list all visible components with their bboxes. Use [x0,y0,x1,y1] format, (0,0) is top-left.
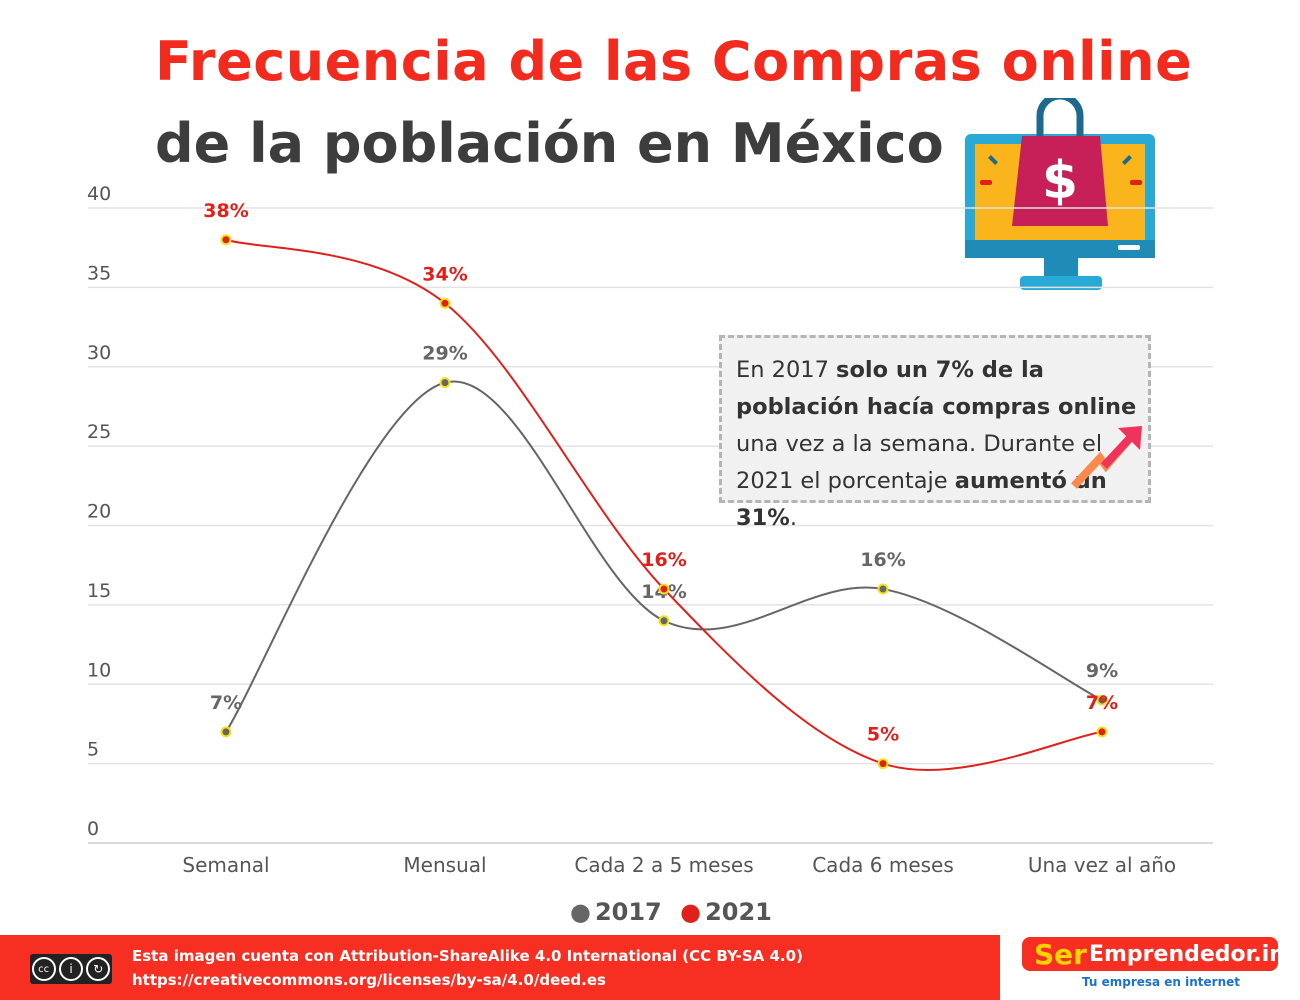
y-tick-label: 25 [87,421,111,443]
y-tick-label: 15 [87,580,111,602]
data-point-2017 [439,377,451,389]
data-point-2021 [439,297,451,309]
annotation-box: En 2017 solo un 7% de la población hacía… [719,335,1151,531]
data-label-2017: 16% [860,549,905,571]
legend-label-2017: 2017 [594,898,662,926]
y-tick-label: 35 [87,262,111,284]
data-point-2017 [1096,694,1108,706]
series-line-2021 [225,238,1103,771]
data-point-2017 [658,615,670,627]
logo-ser: Ser [1034,937,1087,971]
svg-text:$: $ [1042,151,1078,211]
data-label-2021: 16% [641,549,686,571]
legend-dot-2021: ● [680,898,702,926]
note-bold: solo un 7% de la población hacía compras… [736,357,1137,420]
data-label-2017: 9% [1086,660,1118,682]
cc-by-sa-badge-icon: cc i ↻ [30,954,112,984]
note-text: . [789,505,798,531]
x-tick-label: Cada 2 a 5 meses [574,853,753,877]
license-link[interactable]: https://creativecommons.org/licenses/by-… [132,971,606,989]
legend-dot-2017: ● [570,898,591,926]
x-tick-label: Mensual [403,853,486,877]
y-tick-label: 20 [87,501,111,523]
x-tick-label: Una vez al año [1028,853,1176,877]
y-tick-label: 40 [87,183,111,205]
series-line-2017 [225,380,1103,733]
chart-legend: ● 2017 ● 2021 [570,898,776,926]
data-label-2017: 7% [210,692,242,714]
license-footer: cc i ↻ Esta imagen cuenta con Attributio… [0,935,1000,1000]
data-point-2021 [658,583,670,595]
legend-label-2021: 2021 [705,898,772,926]
data-label-2021: 7% [1086,692,1118,714]
note-text: una vez a la semana. Durante el 2021 el … [736,431,1103,494]
data-point-2017 [877,583,889,595]
x-tick-label: Cada 6 meses [812,853,954,877]
x-tick-label: Semanal [182,853,269,877]
data-label-2021: 5% [867,724,899,746]
note-text: En 2017 [736,357,837,383]
brand-logo[interactable]: Ser Emprendedor.info [1022,937,1300,971]
y-tick-label: 5 [87,739,99,761]
shopping-monitor-icon: $ [965,98,1155,290]
title-line-1: Frecuencia de las Compras online [155,30,1193,93]
license-text: Esta imagen cuenta con Attribution-Share… [132,947,803,965]
data-point-2017 [220,726,232,738]
trend-up-arrow-icon [1071,426,1142,489]
data-point-2021 [1096,726,1108,738]
title-line-2: de la población en México [155,112,944,175]
y-tick-label: 10 [87,659,111,681]
data-label-2021: 34% [422,263,467,285]
data-label-2021: 38% [203,200,248,222]
y-tick-label: 0 [87,818,99,840]
data-point-2021 [220,234,232,246]
y-tick-label: 30 [87,342,111,364]
logo-name: Emprendedor.info [1088,941,1300,967]
data-label-2017: 29% [422,343,467,365]
data-point-2021 [877,758,889,770]
logo-tagline: Tu empresa en internet [1082,975,1241,989]
